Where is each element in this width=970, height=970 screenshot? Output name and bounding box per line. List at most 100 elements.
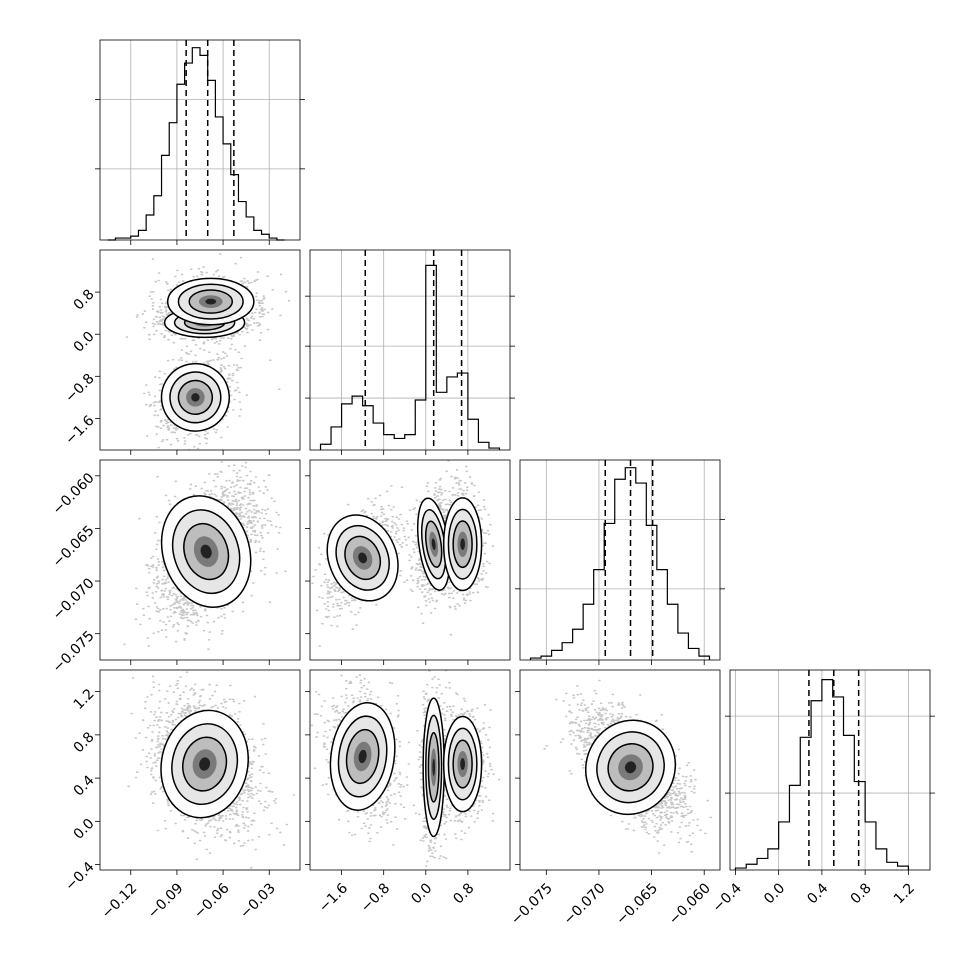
panel-content [310,670,501,867]
contour-line [326,514,399,602]
xtick-label: −0.065 [613,880,661,928]
contour-line [596,731,665,804]
xtick-label: −0.09 [145,880,187,922]
ytick-label: −0.8 [62,371,97,406]
contour-line [447,508,478,580]
contour-line [427,731,440,803]
ytick-label: 0.8 [71,286,98,313]
ytick-label: −0.4 [62,859,97,894]
ytick-label: 0.0 [71,816,98,843]
histogram-panel-4 [725,669,935,875]
xtick-label: −0.12 [99,880,141,922]
contour-line [177,283,244,320]
contour-line [166,277,255,326]
density-level [205,298,217,305]
panel-content [543,679,713,854]
contour-line [442,497,483,592]
contour-line [607,743,654,792]
density-level [199,757,211,771]
xtick-label: −0.4 [710,880,745,915]
hist-frame [729,669,931,871]
xtick-label: −0.06 [191,880,233,922]
xtick-label: −0.070 [561,880,609,928]
contour-line [337,715,388,798]
panel-content [311,460,495,647]
contour-line [177,379,214,415]
contour-line [171,723,239,806]
histogram-panel-2 [305,249,515,455]
ytick-label: −0.065 [50,523,98,571]
density-level [432,758,435,776]
hist-frame [519,459,721,661]
contour-line [188,289,234,314]
contour-line [329,702,396,811]
contour-line [183,522,230,581]
ytick-label: −0.075 [50,628,98,676]
density-level [431,538,436,550]
panel-content [127,670,296,869]
panel-content [125,253,291,450]
histogram-step-line [107,47,285,241]
xtick-label: 0.8 [848,880,875,907]
xtick-label: −0.03 [237,880,279,922]
density-level [358,552,368,564]
ytick-label: 0.8 [71,729,98,756]
panel-frame [309,459,511,661]
scatter-panel-1-2 [95,249,301,455]
contour-line [424,520,443,568]
contour-line [425,714,443,820]
ytick-label: −1.6 [62,413,97,448]
ytick-label: −0.070 [50,575,98,623]
contour-line [160,709,249,819]
contour-line [442,715,483,813]
density-level [460,538,466,550]
contour-line [169,371,222,424]
density-level [624,761,637,774]
ytick-label: 0.4 [71,772,98,799]
xtick-label: −1.6 [316,880,351,915]
density-level [460,758,466,771]
density-level [358,749,367,764]
contour-line [345,728,380,785]
xtick-label: 0.0 [408,880,435,907]
contour-line [335,524,390,591]
scatter-panel-2-3 [305,459,511,665]
density-level [191,393,200,402]
hist-frame [99,39,301,241]
contour-line [171,509,241,595]
ytick-label: 1.2 [71,686,98,713]
contour-line [344,535,382,581]
scatter-panel-3-4 [515,669,721,875]
xtick-label: 0.8 [450,880,477,907]
xtick-label: −0.8 [358,880,393,915]
scatter-panel-1-3 [95,459,301,665]
ytick-label: −0.060 [50,470,98,518]
histogram-step-line [529,467,711,660]
density-level [200,544,212,559]
contour-line [447,727,478,801]
contour-line [182,736,228,792]
histogram-step-line [319,264,501,450]
histogram-panel-3 [515,459,725,665]
histogram-panel-1 [95,39,305,245]
contour-line [452,520,473,569]
contour-line [160,495,252,609]
hist-frame [309,249,511,451]
contour-line [584,719,677,816]
contour-line [452,739,473,789]
histogram-step-line [734,679,909,870]
xtick-label: 0.0 [761,880,788,907]
ytick-label: 0.0 [71,329,98,356]
scatter-panel-2-4 [305,669,511,875]
panel-frame [519,669,721,871]
xtick-label: −0.060 [666,880,714,928]
xtick-label: −0.075 [508,880,556,928]
xtick-label: 0.4 [804,880,831,907]
panel-frame [99,249,301,451]
panel-frame [309,669,511,871]
panel-frame [99,669,301,871]
contour-line [160,362,230,432]
xtick-label: 1.2 [891,880,918,907]
panel-frame [99,459,301,661]
